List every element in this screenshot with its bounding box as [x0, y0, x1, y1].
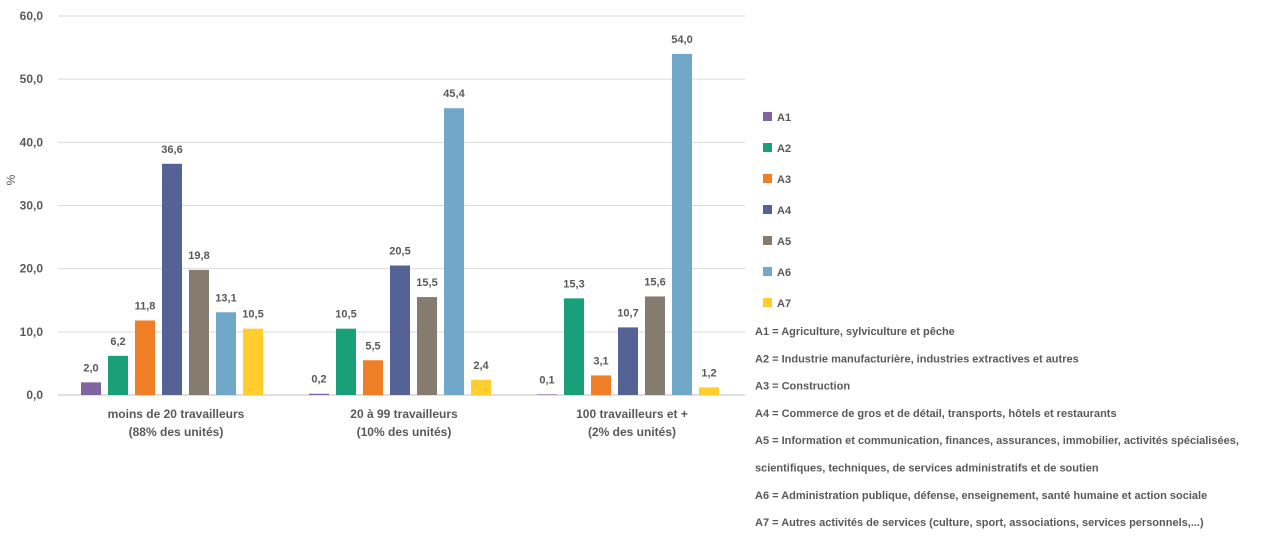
legend-label-a7: A7	[777, 298, 791, 310]
bar-a3-group-2	[363, 360, 383, 395]
bars	[81, 53, 719, 396]
data-labels: 2,0 0,2 0,1 6,2 10,5 15,3 11,8 5,5 3,1 36,6 20,5 10…	[83, 34, 716, 386]
data-label: 6,2	[110, 336, 125, 348]
bar-a2-group-2	[336, 328, 356, 395]
data-label: 15,6	[644, 276, 665, 288]
y-tick-label: 10,0	[20, 325, 44, 339]
y-tick-label: 60,0	[20, 9, 44, 23]
category-label: (88% des unités)	[129, 425, 224, 439]
bar-a4-group-2	[390, 265, 410, 395]
data-label: 15,5	[416, 277, 437, 289]
bar-a6-group-2	[444, 108, 464, 396]
legend-note: A3 = Construction	[755, 381, 850, 393]
bar-a1-group-3	[537, 394, 557, 395]
legend-swatch-a7	[763, 298, 772, 307]
legend-note: A4 = Commerce de gros et de détail, tran…	[755, 408, 1117, 420]
legend-swatch-a4	[763, 205, 772, 214]
bar-a4-group-1	[162, 163, 182, 395]
y-axis-ticks: 0,0 10,0 20,0 30,0 40,0 50,0 60,0	[20, 9, 44, 402]
bar-a4-group-3	[618, 327, 638, 395]
data-label: 15,3	[563, 278, 584, 290]
y-tick-label: 40,0	[20, 135, 44, 149]
bar-a1-group-1	[81, 382, 101, 395]
legend-notes: A1 = Agriculture, sylviculture et pêche A…	[755, 326, 1239, 529]
bar-a2-group-3	[564, 298, 584, 395]
legend-label-a2: A2	[777, 143, 791, 155]
data-label: 10,5	[335, 309, 356, 321]
legend-label-a4: A4	[777, 205, 792, 217]
category-label: (10% des unités)	[357, 425, 452, 439]
bar-a7-group-1	[243, 328, 263, 395]
legend-label-a5: A5	[777, 236, 791, 248]
data-label: 36,6	[161, 144, 182, 156]
category-label: (2% des unités)	[588, 425, 676, 439]
data-label: 11,8	[135, 300, 156, 312]
data-label: 45,4	[443, 88, 465, 100]
bar-a6-group-3	[672, 53, 692, 396]
legend: A1 A2 A3 A4 A5 A6 A7	[763, 112, 792, 310]
legend-note: scientifiques, techniques, de services a…	[755, 463, 1099, 475]
y-tick-label: 20,0	[20, 262, 44, 276]
category-label: 100 travailleurs et +	[576, 407, 688, 421]
y-tick-label: 0,0	[26, 388, 43, 402]
legend-note: A6 = Administration publique, défense, e…	[755, 490, 1207, 502]
y-axis-label: %	[4, 174, 18, 185]
legend-swatch-a6	[763, 267, 772, 276]
bar-a7-group-2	[471, 379, 491, 395]
bar-a2-group-1	[108, 355, 128, 395]
data-label: 5,5	[365, 340, 380, 352]
data-label: 2,4	[473, 360, 489, 372]
data-label: 0,2	[311, 374, 326, 386]
data-label: 0,1	[539, 374, 554, 386]
legend-note: A5 = Information et communication, finan…	[755, 435, 1239, 447]
legend-swatch-a1	[763, 112, 772, 121]
bar-a6-group-1	[216, 312, 236, 395]
bar-a5-group-3	[645, 296, 665, 395]
legend-label-a1: A1	[777, 112, 791, 124]
data-label: 10,5	[242, 309, 263, 321]
bar-a3-group-3	[591, 375, 611, 395]
y-tick-label: 30,0	[20, 199, 44, 213]
category-label: moins de 20 travailleurs	[108, 407, 245, 421]
bar-a1-group-2	[309, 393, 329, 395]
bar-a3-group-1	[135, 320, 155, 395]
data-label: 19,8	[188, 250, 209, 262]
data-label: 10,7	[617, 307, 638, 319]
legend-label-a3: A3	[777, 174, 791, 186]
legend-note: A7 = Autres activités de services (cultu…	[755, 517, 1204, 529]
data-label: 1,2	[701, 367, 716, 379]
category-labels: moins de 20 travailleurs (88% des unités)…	[108, 407, 688, 439]
legend-note: A2 = Industrie manufacturière, industrie…	[755, 353, 1079, 365]
legend-swatch-a5	[763, 236, 772, 245]
data-label: 13,1	[215, 292, 236, 304]
legend-swatch-a3	[763, 174, 772, 183]
data-label: 2,0	[83, 362, 98, 374]
legend-label-a6: A6	[777, 267, 791, 279]
data-label: 20,5	[389, 246, 410, 258]
bar-a7-group-3	[699, 387, 719, 395]
bar-a5-group-1	[189, 269, 209, 395]
data-label: 3,1	[593, 355, 608, 367]
legend-note: A1 = Agriculture, sylviculture et pêche	[755, 326, 955, 338]
bar-a5-group-2	[417, 297, 437, 395]
y-tick-label: 50,0	[20, 72, 44, 86]
legend-swatch-a2	[763, 143, 772, 152]
category-label: 20 à 99 travailleurs	[350, 407, 458, 421]
data-label: 54,0	[671, 34, 692, 46]
